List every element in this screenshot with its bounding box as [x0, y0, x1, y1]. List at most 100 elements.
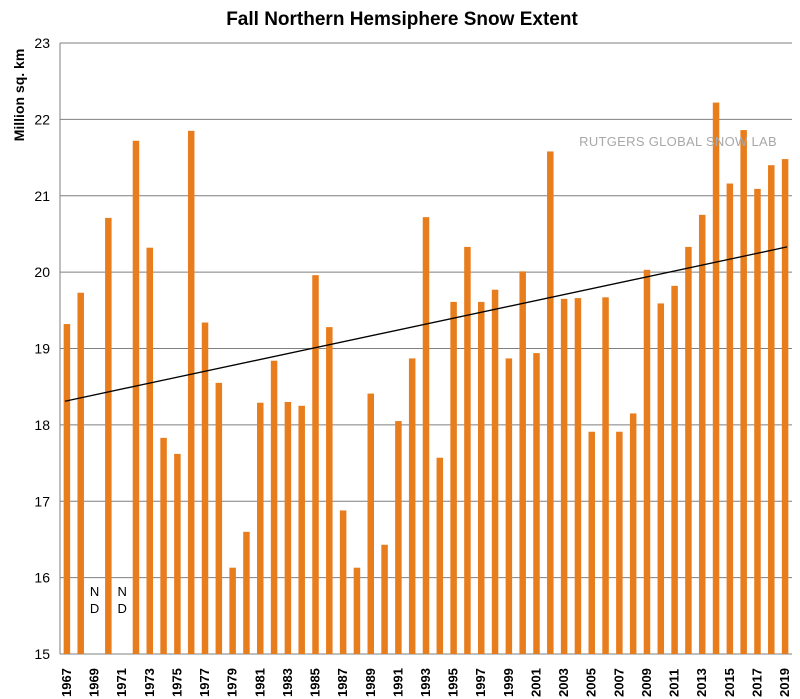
y-tick-label: 23	[34, 35, 50, 51]
bar-2016	[740, 130, 747, 654]
bar-2013	[698, 214, 706, 654]
bar-2007	[616, 431, 623, 654]
x-tick-label: 1977	[197, 668, 212, 697]
bar-2010	[657, 303, 665, 654]
y-tick-label: 18	[34, 417, 50, 433]
bar-1983	[284, 401, 292, 654]
bar-1997	[478, 301, 485, 654]
bar-1991	[395, 421, 402, 654]
no-data-label-1971: N	[117, 584, 126, 599]
x-tick-label: 2009	[639, 668, 654, 697]
bar-1974	[160, 437, 167, 654]
x-tick-label: 2003	[556, 668, 571, 697]
bar-2012	[685, 246, 692, 655]
y-tick-label: 22	[34, 111, 50, 127]
bar-2011	[671, 285, 678, 654]
x-tick-label: 2019	[777, 668, 792, 697]
x-tick-label: 1997	[473, 668, 488, 697]
bar-1998	[491, 289, 499, 654]
x-tick-label: 1969	[87, 668, 102, 697]
chart-title: Fall Northern Hemsiphere Snow Extent	[226, 9, 578, 30]
x-tick-label: 1981	[252, 668, 267, 697]
bar-1980	[243, 531, 250, 654]
bar-1972	[132, 140, 140, 654]
x-tick-label: 1985	[308, 668, 323, 697]
no-data-label-1971: D	[117, 601, 126, 616]
bar-2002	[547, 151, 554, 654]
bar-1973	[146, 247, 154, 654]
no-data-label-1969: D	[90, 601, 99, 616]
x-tick-label: 2013	[694, 668, 709, 697]
bar-1981	[257, 402, 264, 654]
x-tick-label: 1979	[225, 668, 240, 697]
x-tick-label: 1991	[390, 668, 405, 697]
watermark-label: RUTGERS GLOBAL SNOW LAB	[579, 134, 777, 149]
x-tick-label: 1967	[59, 668, 74, 697]
bar-2003	[560, 298, 568, 654]
bar-1978	[215, 382, 223, 654]
bar-1995	[450, 301, 457, 654]
bar-1970	[105, 217, 112, 654]
bar-1967	[63, 324, 71, 654]
bar-1976	[187, 130, 195, 654]
x-tick-label: 1987	[335, 668, 350, 697]
y-tick-label: 19	[34, 341, 50, 357]
bar-1984	[298, 405, 305, 654]
y-tick-label: 16	[34, 570, 50, 586]
y-tick-label: 15	[34, 646, 50, 662]
y-tick-label: 21	[34, 188, 50, 204]
bar-1987	[339, 510, 347, 654]
bar-1982	[270, 360, 278, 654]
bars	[63, 102, 789, 655]
x-tick-label: 2001	[528, 668, 543, 697]
y-axis-ticks: 15 16 17 18 19 20 21 22 23	[34, 35, 50, 662]
bar-2015	[726, 183, 734, 654]
y-axis-label: Million sq. km	[11, 49, 27, 142]
bar-2005	[588, 431, 595, 654]
x-tick-label: 2005	[584, 668, 599, 697]
bar-2014	[712, 102, 720, 654]
bar-1977	[201, 322, 209, 654]
bar-2018	[768, 165, 775, 654]
x-tick-label: 1983	[280, 668, 295, 697]
no-data-label-1969: N	[90, 584, 99, 599]
x-tick-label: 2017	[749, 668, 764, 697]
bar-1992	[408, 358, 416, 654]
bar-1975	[174, 453, 181, 654]
bar-1988	[353, 567, 361, 654]
bar-2008	[629, 413, 637, 654]
y-tick-label: 17	[34, 493, 50, 509]
bar-2019	[781, 159, 789, 654]
bar-1993	[422, 217, 430, 654]
x-tick-label: 1971	[114, 668, 129, 697]
bar-2009	[643, 269, 651, 654]
bar-1996	[464, 246, 471, 655]
x-axis-ticks: 1967 1969 1971 1973 1975 1977 1979 1981 1983 1985…	[59, 668, 792, 697]
bar-1979	[229, 567, 236, 654]
bar-1994	[436, 457, 444, 654]
y-tick-label: 20	[34, 264, 50, 280]
bar-2001	[533, 353, 540, 654]
x-tick-label: 1975	[169, 668, 184, 697]
x-tick-label: 1989	[363, 668, 378, 697]
x-tick-label: 1995	[446, 668, 461, 697]
bar-2017	[754, 188, 761, 654]
bar-2000	[519, 271, 526, 654]
x-tick-label: 1999	[501, 668, 516, 697]
bar-1985	[312, 275, 319, 654]
x-tick-label: 1973	[142, 668, 157, 697]
bar-2004	[574, 298, 582, 654]
bar-2006	[602, 297, 609, 654]
bar-1986	[326, 327, 333, 654]
bar-1990	[381, 544, 388, 654]
bar-1999	[505, 358, 513, 654]
trend-line	[64, 246, 788, 402]
x-tick-label: 2011	[667, 669, 682, 697]
x-tick-label: 1993	[418, 668, 433, 697]
bar-1989	[367, 393, 374, 654]
x-tick-label: 2015	[722, 668, 737, 697]
x-tick-label: 2007	[611, 668, 626, 697]
bar-1968	[77, 292, 84, 654]
